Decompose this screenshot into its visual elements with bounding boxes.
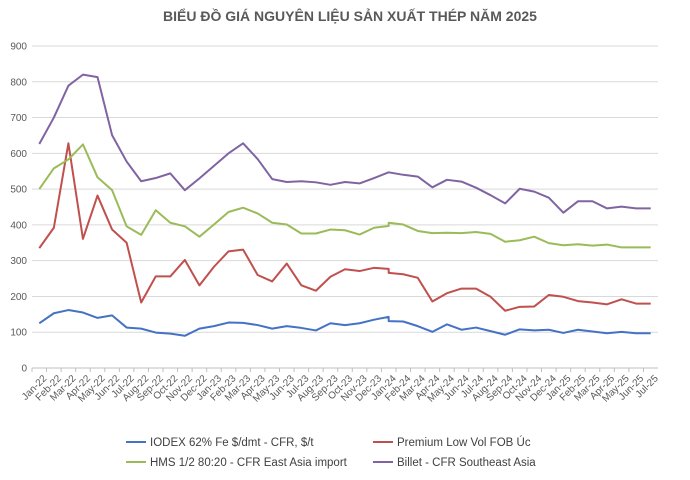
series-line-4	[38, 73, 651, 214]
y-tick-label: 600	[10, 149, 27, 160]
gridlines	[32, 45, 658, 369]
y-tick-label: 500	[10, 185, 27, 196]
y-axis-ticks: 0 100 200 300 400 500 600 700 800 900	[10, 42, 27, 375]
y-tick-label: 700	[10, 113, 27, 124]
y-tick-label: 800	[10, 77, 27, 88]
y-tick-label: 100	[10, 328, 27, 339]
y-tick-label: 400	[10, 220, 27, 231]
chart-title: BIỂU ĐỒ GIÁ NGUYÊN LIỆU SẢN XUẤT THÉP NĂ…	[163, 7, 537, 24]
y-tick-label: 0	[21, 364, 27, 375]
legend: IODEX 62% Fe $/dmt - CFR, $/t Premium Low…	[126, 436, 536, 469]
y-tick-label: 900	[10, 42, 27, 53]
y-tick-label: 200	[10, 292, 27, 303]
legend-label: IODEX 62% Fe $/dmt - CFR, $/t	[150, 437, 314, 449]
x-axis-ticks: Jan-22Feb-22Mar-22Apr-22May-22Jun-22Jul-…	[20, 368, 661, 405]
legend-label: Premium Low Vol FOB Úc	[397, 436, 531, 449]
series-line-2	[38, 142, 651, 312]
legend-label: HMS 1/2 80:20 - CFR East Asia import	[150, 457, 348, 469]
y-tick-label: 300	[10, 256, 27, 267]
series-lines	[38, 73, 651, 337]
series-line-1	[38, 309, 651, 337]
legend-label: Billet - CFR Southeast Asia	[397, 457, 536, 469]
series-line-3	[38, 143, 651, 249]
